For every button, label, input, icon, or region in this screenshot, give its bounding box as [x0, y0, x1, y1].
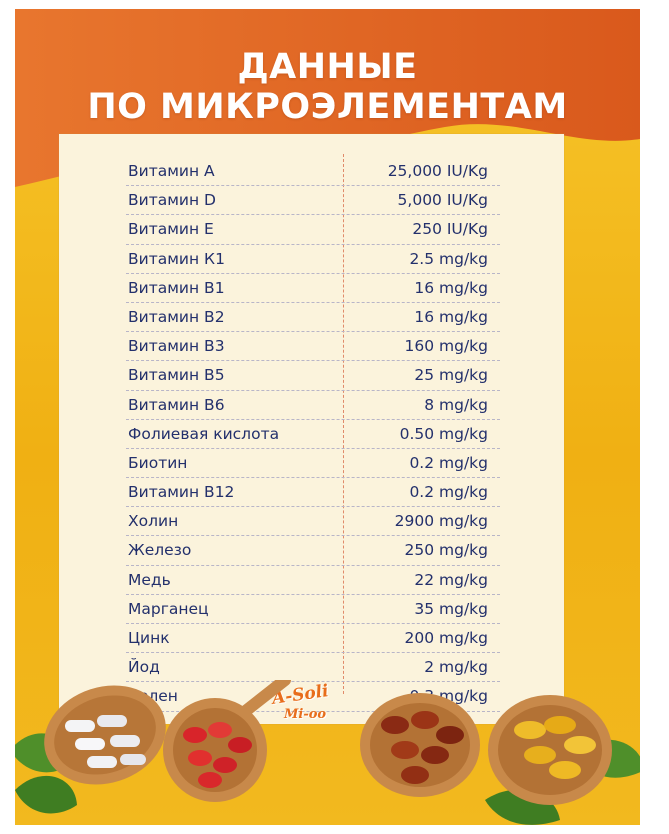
title-line-1: ДАННЫЕ — [237, 47, 418, 87]
column-divider — [343, 154, 344, 694]
nutrient-value: 160 mg/kg — [404, 337, 489, 356]
spoons-illustration — [15, 680, 640, 825]
nutrient-row: Витамин А 25,000 IU/Kg — [126, 157, 500, 187]
nutrient-row: Фолиевая кислота 0.50 mg/kg — [126, 420, 500, 449]
nutrient-value: 22 mg/kg — [414, 570, 488, 589]
nutrient-name: Витамин А — [128, 162, 215, 180]
spoon-yellow-softgels-icon — [488, 695, 612, 805]
nutrient-row: Холин 2900 mg/kg — [126, 507, 500, 537]
nutrient-row: Йод 2 mg/kg — [126, 653, 500, 683]
nutrient-row: Витамин В3 160 mg/kg — [126, 332, 500, 362]
nutrient-name: Витамин В2 — [128, 307, 225, 326]
brand-logo: A-Soli Mi-oo — [268, 681, 338, 735]
nutrient-name: Биотин — [128, 453, 188, 472]
nutrient-value: 0.2 mg/kg — [409, 483, 488, 502]
nutrient-value: 0.50 mg/kg — [399, 424, 488, 443]
nutrient-card — [59, 134, 564, 724]
nutrient-value: 250 mg/kg — [404, 541, 489, 560]
nutrient-row: Витамин В6 8 mg/kg — [126, 391, 500, 420]
nutrient-row: Цинк 200 mg/kg — [126, 624, 500, 654]
nutrient-name: Цинк — [128, 629, 170, 647]
nutrient-name: Медь — [128, 570, 171, 589]
nutrient-row: Витамин В1 16 mg/kg — [126, 274, 500, 303]
nutrient-name: Витамин В1 — [128, 278, 225, 297]
nutrient-row: Витамин В12 0.2 mg/kg — [126, 478, 500, 508]
nutrient-value: 25,000 IU/Kg — [387, 162, 488, 180]
nutrient-value: 35 mg/kg — [414, 599, 488, 618]
spoon-white-capsules-icon — [44, 685, 166, 785]
nutrient-value: 2900 mg/kg — [394, 512, 488, 531]
nutrient-value: 200 mg/kg — [404, 629, 489, 647]
spoon-red-softgels-icon — [163, 680, 291, 802]
nutrient-value: 16 mg/kg — [414, 307, 488, 326]
nutrient-value: 2 mg/kg — [424, 658, 488, 677]
nutrient-row: Витамин В5 25 mg/kg — [126, 361, 500, 391]
title-line-2: ПО МИКРОЭЛЕМЕНТАМ — [87, 87, 568, 127]
nutrient-name: Витамин К1 — [128, 249, 225, 268]
nutrient-name: Йод — [128, 658, 160, 677]
nutrient-name: Витамин В3 — [128, 337, 225, 356]
nutrient-name: Витамин Е — [128, 220, 214, 239]
spoon-brown-softgels-icon — [360, 693, 480, 797]
nutrient-value: 0.2 mg/kg — [409, 453, 488, 472]
nutrient-value: 250 IU/Kg — [412, 220, 488, 239]
nutrient-row: Витамин D 5,000 IU/Kg — [126, 186, 500, 216]
nutrient-name: Витамин В12 — [128, 483, 235, 502]
nutrient-value: 16 mg/kg — [414, 278, 488, 297]
nutrient-row: Марганец 35 mg/kg — [126, 595, 500, 624]
nutrient-name: Витамин В6 — [128, 395, 225, 414]
nutrient-value: 8 mg/kg — [424, 395, 488, 414]
nutrient-name: Фолиевая кислота — [128, 424, 280, 443]
nutrient-table: Витамин А 25,000 IU/Kg Витамин D 5,000 IU/K… — [126, 157, 500, 712]
nutrient-name: Марганец — [128, 599, 209, 618]
nutrient-name: Железо — [128, 541, 192, 560]
nutrient-value: 2.5 mg/kg — [409, 249, 488, 268]
nutrient-row: Железо 250 mg/kg — [126, 536, 500, 566]
nutrient-value: 25 mg/kg — [414, 366, 488, 385]
nutrient-row: Витамин Е 250 IU/Kg — [126, 215, 500, 245]
nutrient-name: Холин — [128, 512, 179, 531]
nutrient-name: Витамин В5 — [128, 366, 225, 385]
nutrient-row: Медь 22 mg/kg — [126, 566, 500, 595]
nutrient-row: Биотин 0.2 mg/kg — [126, 449, 500, 479]
nutrient-row: Витамин В2 16 mg/kg — [126, 303, 500, 333]
nutrient-name: Витамин D — [128, 191, 216, 210]
nutrient-row: Витамин К1 2.5 mg/kg — [126, 245, 500, 274]
logo-line-2: Mi-oo — [284, 707, 327, 722]
nutrient-value: 5,000 IU/Kg — [397, 191, 488, 210]
